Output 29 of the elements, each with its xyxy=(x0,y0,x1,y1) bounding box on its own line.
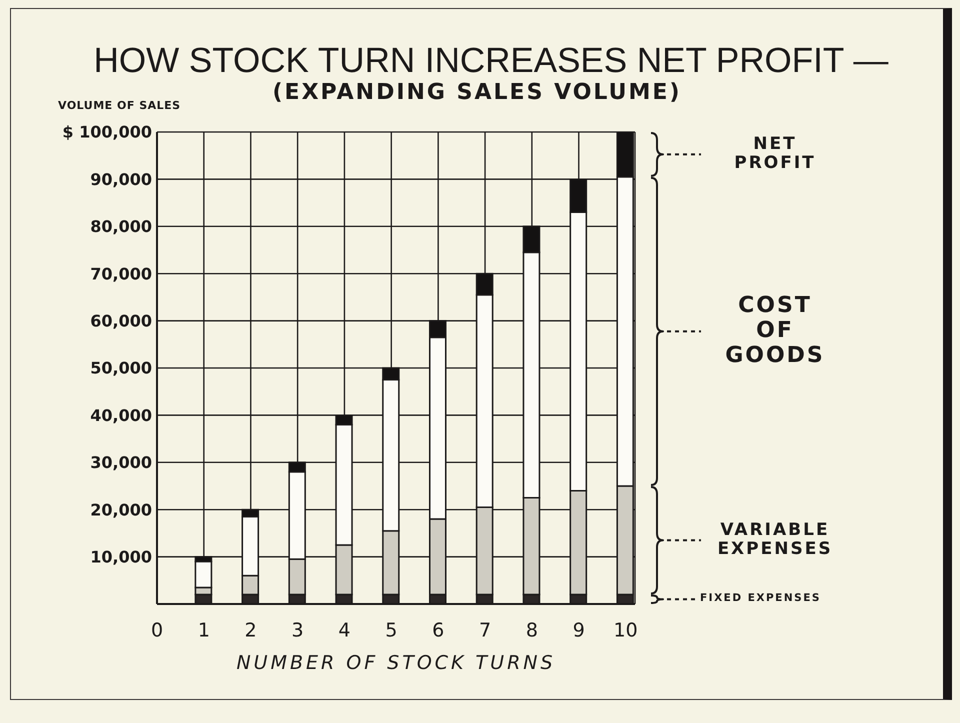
legend-label: VARIABLE EXPENSES xyxy=(717,520,833,560)
y-tick-label: 80,000 xyxy=(90,217,152,236)
x-tick-label: 4 xyxy=(338,619,350,642)
x-axis-title: NUMBER OF STOCK TURNS xyxy=(235,652,557,674)
y-tick-label: 50,000 xyxy=(90,358,152,378)
x-tick-label: 10 xyxy=(614,619,638,642)
y-tick-label: 20,000 xyxy=(90,500,152,520)
x-tick-label: 8 xyxy=(526,619,538,642)
x-tick-label: 2 xyxy=(244,619,257,642)
y-axis-title: VOLUME OF SALES xyxy=(58,99,181,112)
y-tick-label: 30,000 xyxy=(90,453,152,472)
x-tick-label: 7 xyxy=(478,619,492,642)
y-tick-label: $ 100,000 xyxy=(62,122,152,142)
y-tick-label: 90,000 xyxy=(90,170,152,189)
x-tick-label: 3 xyxy=(292,619,304,642)
x-tick-label: 5 xyxy=(385,619,398,642)
x-tick-label: 0 xyxy=(150,619,164,642)
y-tick-label: 10,000 xyxy=(90,547,152,566)
text: NET PROFIT xyxy=(734,134,816,174)
legend-label: FIXED EXPENSES xyxy=(700,592,821,606)
y-tick-label: 40,000 xyxy=(90,406,152,425)
y-tick-label: 70,000 xyxy=(90,264,152,284)
x-tick-label: 6 xyxy=(432,619,444,642)
x-tick-label: 1 xyxy=(198,619,210,642)
x-tick-label: 9 xyxy=(572,619,585,642)
chart-title: HOW STOCK TURN INCREASES NET PROFIT — xyxy=(92,41,890,80)
text: COST OF GOODS xyxy=(725,293,825,368)
y-tick-label: 60,000 xyxy=(90,311,152,330)
chart-subtitle: (EXPANDING SALES VOLUME) xyxy=(271,80,682,106)
